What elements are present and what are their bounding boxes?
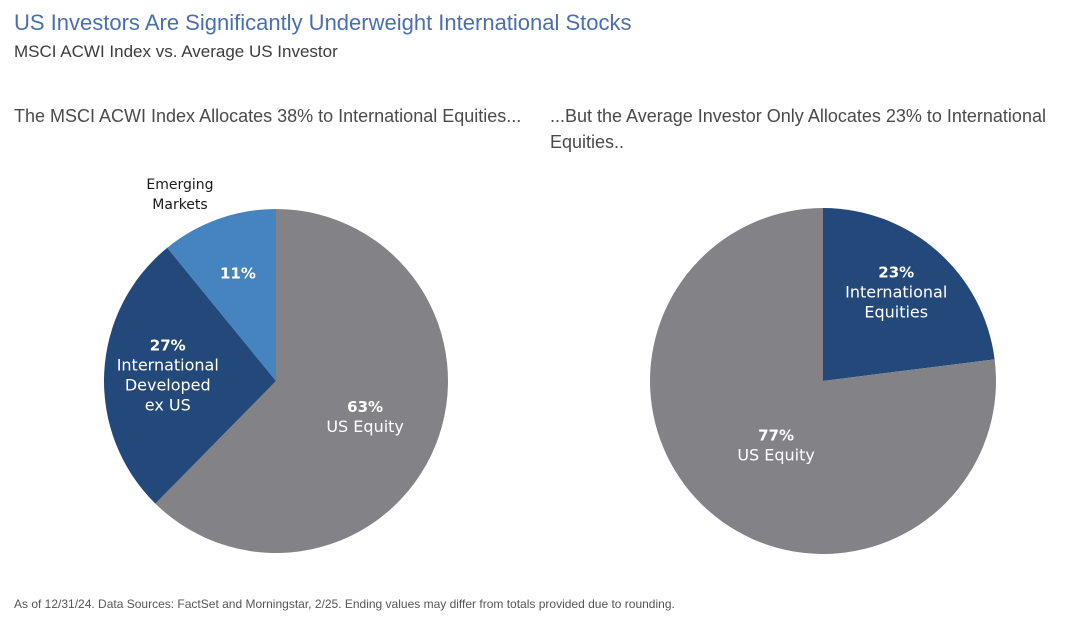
- chart-subtitle: MSCI ACWI Index vs. Average US Investor: [14, 42, 338, 61]
- pie-chart-1: 63%US Equity 27%InternationalDevelopedex …: [104, 177, 448, 553]
- pie-label-international-developed-ex-us: International: [117, 355, 219, 374]
- left-panel-title: The MSCI ACWI Index Allocates 38% to Int…: [14, 106, 522, 126]
- pie-label-pct-international-equities: 23%: [878, 263, 914, 281]
- pie-slice-international-developed-ex-us: [104, 247, 277, 504]
- pie-label-pct-us-equity: 63%: [347, 398, 383, 416]
- pie-slice-international-equities: [823, 208, 995, 381]
- pie-label-pct-emerging-markets: 11%: [220, 265, 256, 283]
- pie-label-us-equity: US Equity: [326, 417, 404, 436]
- pie-label-international-equities: Equities: [864, 302, 928, 321]
- pie-label-us-equity: US Equity: [737, 446, 815, 465]
- pie-label-international-equities: International: [845, 282, 947, 301]
- pie-label-international-developed-ex-us: ex US: [145, 395, 191, 414]
- pie-label-pct-us-equity: 77%: [758, 427, 794, 445]
- pie-slice-us-equity: [649, 208, 996, 555]
- pie-slice-emerging-markets: [167, 209, 276, 381]
- pie-label-pct-international-developed-ex-us: 27%: [150, 336, 186, 354]
- pie-label-international-developed-ex-us: Developed: [125, 375, 211, 394]
- pie-slice-us-equity: [155, 209, 448, 553]
- footnote: As of 12/31/24. Data Sources: FactSet an…: [14, 597, 675, 611]
- pie-external-label-emerging-markets: Emerging: [146, 177, 213, 193]
- chart-title: US Investors Are Significantly Underweig…: [14, 10, 632, 35]
- pie-external-label-emerging-markets: Markets: [152, 197, 207, 213]
- right-panel-title: ...But the Average Investor Only Allocat…: [550, 106, 1046, 152]
